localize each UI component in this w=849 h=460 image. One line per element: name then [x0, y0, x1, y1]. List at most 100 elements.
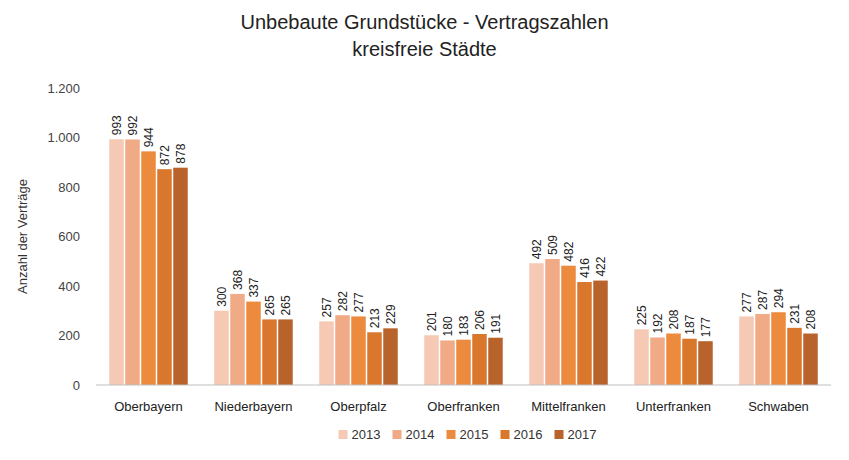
data-label: 277 [740, 292, 754, 312]
bar [577, 282, 592, 385]
data-label: 492 [530, 239, 544, 259]
bar [157, 169, 172, 385]
x-axis-line [96, 385, 831, 386]
legend-swatch [339, 430, 348, 439]
data-label: 265 [279, 295, 293, 315]
bar [739, 316, 754, 385]
bar [109, 139, 124, 385]
legend-label: 2014 [406, 427, 435, 442]
x-tick-label: Unterfranken [636, 399, 711, 414]
bar [125, 139, 140, 385]
tick-mark [93, 187, 96, 188]
data-label: 944 [142, 127, 156, 147]
x-tick-label: Niederbayern [214, 399, 292, 414]
y-tick-label: 1.000 [47, 130, 80, 145]
tick-mark [93, 335, 96, 336]
bar [214, 311, 229, 385]
data-label: 187 [683, 314, 697, 334]
bar [682, 339, 697, 385]
legend-label: 2013 [352, 427, 381, 442]
bar [246, 302, 261, 385]
data-label: 265 [263, 295, 277, 315]
chart-container: Unbebaute Grundstücke - Vertragszahlen kr… [0, 0, 849, 460]
data-label: 482 [562, 241, 576, 261]
data-label: 277 [352, 292, 366, 312]
x-tick-label: Oberbayern [114, 399, 183, 414]
legend-swatch [393, 430, 402, 439]
tick-mark [93, 137, 96, 138]
y-tick-label: 1.200 [47, 81, 80, 96]
bar [472, 334, 487, 385]
data-label: 213 [368, 308, 382, 328]
data-label: 993 [110, 115, 124, 135]
y-tick-label: 600 [58, 229, 80, 244]
bar [383, 328, 398, 385]
bar [351, 316, 366, 385]
data-label: 422 [594, 256, 608, 276]
legend-swatch [447, 430, 456, 439]
chart-svg: Unbebaute Grundstücke - Vertragszahlen kr… [0, 0, 849, 460]
x-tick-label: Mittelfranken [531, 399, 605, 414]
x-tick-label: Oberpfalz [330, 399, 386, 414]
legend-label: 2017 [568, 427, 597, 442]
data-label: 183 [457, 315, 471, 335]
bar [803, 334, 818, 385]
bar [787, 328, 802, 385]
legend-swatch [501, 430, 510, 439]
y-tick-label: 400 [58, 279, 80, 294]
data-label: 180 [441, 316, 455, 336]
data-label: 337 [247, 277, 261, 297]
data-label: 206 [473, 310, 487, 330]
bar [319, 321, 334, 385]
bar [634, 329, 649, 385]
bar [456, 340, 471, 385]
data-label: 229 [384, 304, 398, 324]
legend: 20132014201520162017 [339, 427, 597, 442]
tick-mark [93, 385, 96, 386]
x-tick-label: Schwaben [748, 399, 809, 414]
data-label: 257 [320, 297, 334, 317]
data-label: 300 [215, 286, 229, 306]
x-tick-label: Oberfranken [427, 399, 499, 414]
y-tick-label: 0 [73, 378, 80, 393]
data-label: 201 [425, 311, 439, 331]
data-label: 509 [546, 235, 560, 255]
bar [335, 315, 350, 385]
data-label: 368 [231, 270, 245, 290]
legend-label: 2015 [460, 427, 489, 442]
bar [173, 168, 188, 385]
data-label: 287 [756, 290, 770, 310]
bar [593, 281, 608, 385]
data-label: 872 [158, 145, 172, 165]
data-label: 225 [635, 305, 649, 325]
bar [666, 334, 681, 385]
data-label: 191 [489, 313, 503, 333]
bar [278, 319, 293, 385]
bar [367, 332, 382, 385]
data-label: 878 [174, 143, 188, 163]
data-label: 416 [578, 258, 592, 278]
bar [755, 314, 770, 385]
bar [488, 338, 503, 385]
bar [440, 340, 455, 385]
bars [109, 139, 818, 385]
data-label: 208 [804, 309, 818, 329]
title: Unbebaute Grundstücke - Vertragszahlen [241, 11, 609, 33]
data-label: 208 [667, 309, 681, 329]
data-label: 192 [651, 313, 665, 333]
data-label: 282 [336, 291, 350, 311]
legend-swatch [555, 430, 564, 439]
data-label: 177 [699, 317, 713, 337]
y-axis-label: Anzahl der Verträge [15, 179, 30, 294]
data-label: 231 [788, 303, 802, 323]
tick-mark [93, 88, 96, 89]
data-label: 294 [772, 288, 786, 308]
y-tick-label: 800 [58, 180, 80, 195]
data-label: 992 [126, 115, 140, 135]
bar [230, 294, 245, 385]
subtitle: kreisfreie Städte [352, 38, 497, 60]
bar [771, 312, 786, 385]
data-labels: 9933002572014922252779923682821805091922… [110, 115, 818, 337]
bar [698, 341, 713, 385]
bar [424, 335, 439, 385]
